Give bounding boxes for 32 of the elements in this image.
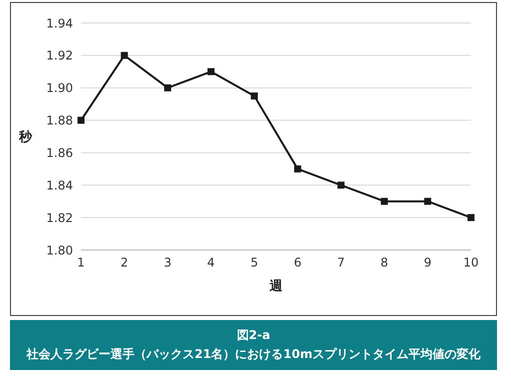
point [468, 214, 474, 222]
x-tick-label: 7 [337, 256, 345, 270]
text: 図2-a [236, 327, 272, 344]
y-tick-label: 1.94 [46, 16, 73, 30]
point [78, 116, 84, 124]
y-tick-label: 1.88 [46, 114, 73, 128]
x-tick-label: 4 [207, 256, 215, 270]
x-axis-title: 週 [268, 279, 284, 294]
x-tick-label: 3 [164, 256, 172, 270]
y-tick-label: 1.82 [46, 210, 73, 225]
x-tick-label: 2 [120, 256, 128, 270]
point [294, 165, 302, 172]
point [164, 84, 172, 92]
text: 社会人ラグビー選手（バックス21名）における10mスプリントタイム平均値の変化 [25, 346, 482, 363]
point [338, 182, 344, 189]
x-tick-label: 10 [463, 256, 479, 270]
point [380, 198, 388, 205]
y-tick-label: 1.84 [46, 178, 73, 192]
point [250, 92, 258, 100]
point [424, 198, 432, 205]
y-tick-label: 1.90 [46, 81, 73, 96]
y-axis-title: 秒 [18, 130, 33, 146]
y-tick-label: 1.86 [46, 146, 73, 160]
point [120, 52, 128, 59]
point [208, 68, 214, 76]
y-tick-label: 1.92 [46, 48, 73, 63]
x-tick-label: 9 [424, 256, 432, 270]
x-tick-label: 8 [380, 256, 388, 270]
x-tick-label: 6 [294, 256, 302, 270]
y-tick-label: 1.80 [46, 243, 73, 258]
x-tick-label: 1 [77, 256, 85, 270]
x-tick-label: 5 [250, 256, 258, 270]
